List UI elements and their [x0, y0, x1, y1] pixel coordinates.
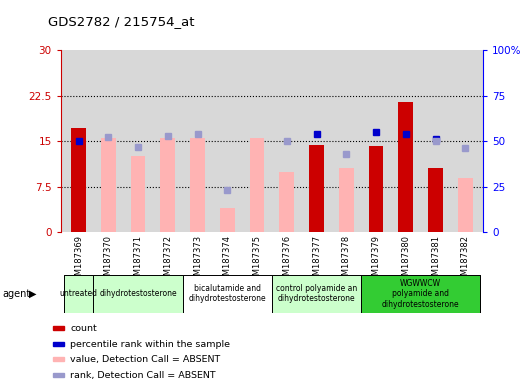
Bar [339, 169, 354, 232]
Text: GDS2782 / 215754_at: GDS2782 / 215754_at [48, 15, 194, 28]
Bar [64, 275, 93, 313]
Text: count: count [70, 324, 97, 333]
Text: percentile rank within the sample: percentile rank within the sample [70, 339, 230, 349]
Bar [309, 146, 324, 232]
Bar [428, 169, 443, 232]
Bar [361, 275, 480, 313]
Bar [279, 172, 294, 232]
Bar [53, 358, 64, 361]
Bar [53, 326, 64, 330]
Text: WGWWCW
polyamide and
dihydrotestosterone: WGWWCW polyamide and dihydrotestosterone [382, 279, 459, 309]
Bar [272, 275, 361, 313]
Text: dihydrotestosterone: dihydrotestosterone [99, 289, 177, 298]
Text: ▶: ▶ [29, 289, 36, 299]
Bar [398, 102, 413, 232]
Bar [190, 138, 205, 232]
Bar [130, 156, 146, 232]
Bar [53, 373, 64, 377]
Bar [458, 178, 473, 232]
Text: rank, Detection Call = ABSENT: rank, Detection Call = ABSENT [70, 371, 216, 380]
Bar [183, 275, 272, 313]
Bar [369, 146, 383, 232]
Text: bicalutamide and
dihydrotestosterone: bicalutamide and dihydrotestosterone [188, 284, 266, 303]
Bar [53, 342, 64, 346]
Bar [250, 138, 265, 232]
Bar [71, 128, 86, 232]
Bar [161, 138, 175, 232]
Bar [220, 208, 235, 232]
Text: agent: agent [3, 289, 31, 299]
Bar [93, 275, 183, 313]
Text: value, Detection Call = ABSENT: value, Detection Call = ABSENT [70, 355, 221, 364]
Bar [101, 138, 116, 232]
Text: control polyamide an
dihydrotestosterone: control polyamide an dihydrotestosterone [276, 284, 357, 303]
Text: untreated: untreated [60, 289, 98, 298]
